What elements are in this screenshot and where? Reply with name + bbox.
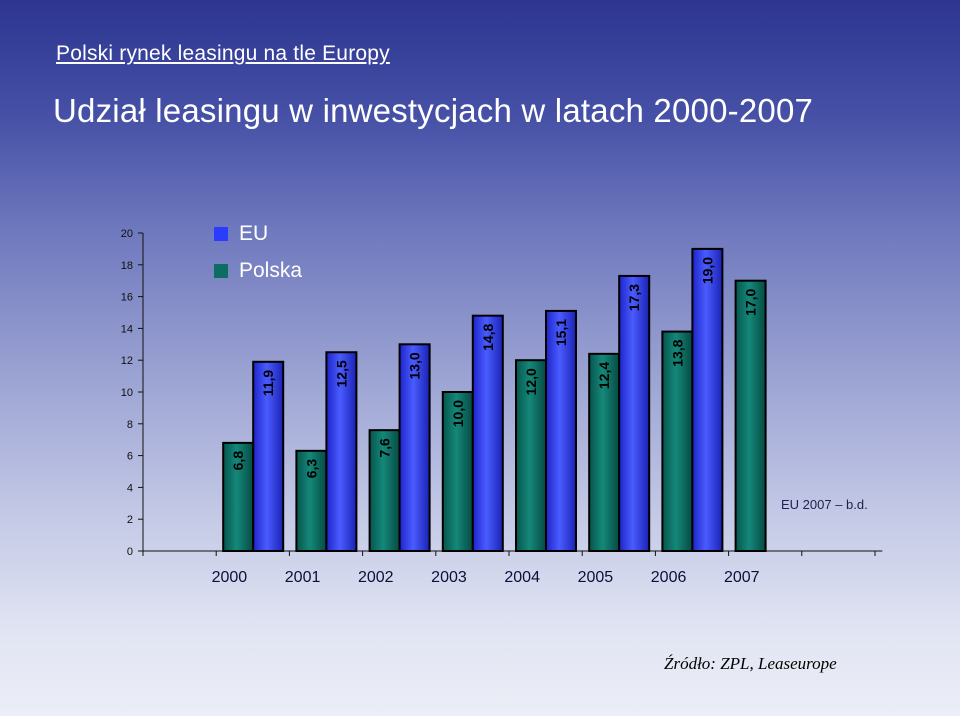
data-label-eu: 12,5 [333,360,349,387]
bar-eu [252,360,285,553]
bar-eu [325,351,358,552]
data-label-eu: 14,8 [480,323,496,350]
bar-polska [588,352,621,552]
data-label-polska: 12,0 [523,368,539,395]
data-label-polska: 7,6 [377,438,393,458]
y-tick-label: 4 [127,482,133,494]
y-tick-label: 0 [127,546,133,558]
data-label-polska: 12,4 [596,362,612,389]
data-label-eu: 13,0 [407,352,423,379]
y-tick-label: 20 [121,228,133,240]
data-label-eu: 19,0 [699,257,715,284]
y-axis: 0 2 4 6 8 10 12 14 16 18 20 [121,228,144,558]
bar-eu [398,343,431,552]
y-tick-label: 14 [121,323,133,335]
bar-polska [661,330,694,552]
x-tick-label: 2007 [724,569,760,586]
data-label-polska: 6,3 [303,459,319,479]
legend: EU Polska [214,222,302,282]
x-tick-label: 2000 [212,569,248,586]
data-label-polska: 10,0 [450,400,466,427]
bar-polska [222,441,255,553]
legend-swatch-polska [214,264,228,278]
data-label-eu: 11,9 [260,370,276,397]
y-tick-label: 10 [121,387,133,399]
y-tick-label: 18 [121,260,133,272]
x-tick-label: 2002 [358,569,394,586]
data-label-eu: 15,1 [553,319,569,346]
bars: 6,8 11,9 6,3 12,5 7,6 13,0 10,0 14,8 12,0 15,1 12,… [222,247,767,553]
legend-swatch-eu [214,227,228,241]
bar-polska [515,359,547,553]
bar-eu [471,314,504,552]
y-tick-label: 16 [121,292,133,304]
bar-polska [734,279,767,552]
data-label-polska: 6,8 [230,451,246,471]
data-label-polska: 13,8 [669,339,685,366]
x-tick-label: 2004 [504,569,540,586]
data-label-polska: 17,0 [743,288,759,315]
x-tick-label: 2001 [285,569,321,586]
data-label-eu: 17,3 [626,284,642,311]
y-tick-label: 12 [121,355,133,367]
y-tick-label: 8 [127,419,133,431]
source-note: Źródło: ZPL, Leaseurope [664,654,837,673]
bar-eu [691,247,724,552]
legend-label-polska: Polska [239,259,302,282]
y-tick-label: 6 [127,451,133,463]
bar-eu [545,309,577,552]
x-tick-label: 2005 [578,569,614,586]
x-tick-label: 2006 [651,569,687,586]
slide-title: Udział leasingu w inwestycjach w latach … [53,92,814,129]
x-tick-label: 2003 [431,569,467,586]
y-tick-label: 2 [127,514,133,526]
legend-label-eu: EU [239,222,268,245]
chart-note: EU 2007 – b.d. [781,497,868,512]
slide-subtitle: Polski rynek leasingu na tle Europy [56,42,390,65]
bar-eu [618,274,651,552]
x-axis: 2000 2001 2002 2003 2004 2005 2006 2007 [142,550,883,586]
